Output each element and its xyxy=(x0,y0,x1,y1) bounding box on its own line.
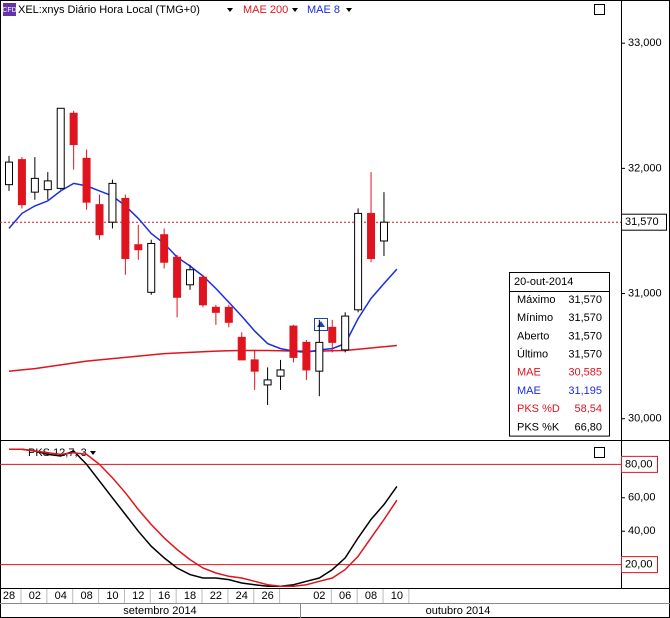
y-tick-label: 40,00 xyxy=(628,525,656,537)
chart-title[interactable]: XEL:xnys Diário Hora Local (TMG+0) xyxy=(18,4,200,16)
candle-body xyxy=(30,177,39,193)
x-tick-label: 10 xyxy=(106,590,118,602)
legend-entry[interactable]: MAE 8 xyxy=(307,4,340,16)
candle-body xyxy=(289,325,298,358)
info-label: PKS %K xyxy=(517,421,560,433)
candle-body xyxy=(367,212,376,259)
x-tick-label: 10 xyxy=(391,590,403,602)
info-label: Último xyxy=(517,348,548,361)
info-box-bg xyxy=(509,272,610,437)
candle-body xyxy=(95,204,104,236)
last-price-label: 31,570 xyxy=(625,216,659,228)
x-tick-label: 04 xyxy=(55,590,67,602)
x-tick-label: 24 xyxy=(236,590,248,602)
candle-body xyxy=(121,197,130,259)
candle-body xyxy=(173,256,182,298)
level-box xyxy=(621,556,658,574)
info-label: Aberto xyxy=(517,330,549,342)
candle-body xyxy=(315,341,324,372)
dropdown-arrow[interactable] xyxy=(346,8,352,12)
candle-body xyxy=(302,341,311,371)
candle-body xyxy=(263,379,272,386)
info-value: 31,570 xyxy=(568,330,602,342)
info-value: 31,570 xyxy=(568,349,602,361)
candle-body xyxy=(134,244,143,251)
candle-body xyxy=(43,180,52,191)
candle-body xyxy=(224,306,233,323)
candle-body xyxy=(69,112,78,146)
month-label: outubro 2014 xyxy=(426,605,491,617)
candle-body xyxy=(250,359,259,372)
series-line xyxy=(9,448,398,588)
info-value: 30,585 xyxy=(568,367,602,379)
candle-body xyxy=(17,159,26,206)
info-date: 20-out-2014 xyxy=(514,276,573,288)
legend-entry[interactable]: MAE 200 xyxy=(243,4,288,16)
info-value: 31,195 xyxy=(568,385,602,397)
info-value: 31,570 xyxy=(568,312,602,324)
maximize-button[interactable] xyxy=(594,447,605,458)
dropdown-arrow[interactable] xyxy=(90,451,96,455)
candle-body xyxy=(108,182,117,223)
x-tick-label: 02 xyxy=(29,590,41,602)
candle-body xyxy=(56,107,65,189)
level-label: 80,00 xyxy=(625,458,653,470)
candle-body xyxy=(160,234,169,263)
x-tick-label: 02 xyxy=(313,590,325,602)
dropdown-arrow[interactable] xyxy=(292,8,298,12)
x-tick-label: 12 xyxy=(132,590,144,602)
candle-body xyxy=(354,212,363,311)
info-box: 20-out-2014 Máximo 31,570 Mínimo 31,570 Abert… xyxy=(509,272,610,437)
indicator-title[interactable]: PKS 12,7, 3 xyxy=(28,447,87,459)
candle-body xyxy=(237,336,246,361)
y-tick-label: 31,000 xyxy=(628,287,662,299)
x-tick-label: 28 xyxy=(3,590,15,602)
candle-body xyxy=(276,369,285,377)
icon-label: CFD xyxy=(2,7,16,14)
candle-body xyxy=(5,161,13,186)
event-marker[interactable] xyxy=(314,318,328,331)
x-tick-label: 16 xyxy=(158,590,170,602)
candle-body xyxy=(341,315,350,351)
dropdown-arrow[interactable] xyxy=(227,8,233,12)
candle-body xyxy=(379,221,388,242)
info-label: PKS %D xyxy=(517,403,560,415)
x-tick-label: 22 xyxy=(210,590,222,602)
y-tick-label: 32,000 xyxy=(628,162,662,174)
candle-body xyxy=(211,306,220,313)
info-label: Máximo xyxy=(517,294,556,306)
y-tick-label: 60,00 xyxy=(628,492,656,504)
info-value: 66,80 xyxy=(574,421,602,433)
candle-body xyxy=(82,157,91,203)
month-label: setembro 2014 xyxy=(123,605,196,617)
y-tick-label: 30,000 xyxy=(628,413,662,425)
series-line xyxy=(9,448,398,588)
x-tick-label: 08 xyxy=(365,590,377,602)
info-value: 58,54 xyxy=(574,403,602,415)
info-label: Mínimo xyxy=(517,312,553,324)
info-value: 31,570 xyxy=(568,294,602,306)
icon xyxy=(3,3,16,16)
last-price-box xyxy=(621,213,667,231)
candle-body xyxy=(198,276,207,306)
candle-body xyxy=(147,242,156,293)
x-tick-label: 06 xyxy=(339,590,351,602)
candle-body xyxy=(328,326,337,343)
info-label: MAE xyxy=(517,367,541,379)
candle-body xyxy=(186,269,195,286)
x-tick-label: 08 xyxy=(80,590,92,602)
level-box xyxy=(621,455,658,473)
x-tick-label: 18 xyxy=(184,590,196,602)
maximize-button[interactable] xyxy=(594,4,605,15)
info-label: MAE xyxy=(517,385,541,397)
level-label: 20,00 xyxy=(625,559,653,571)
x-tick-label: 26 xyxy=(261,590,273,602)
y-tick-label: 33,000 xyxy=(628,37,662,49)
